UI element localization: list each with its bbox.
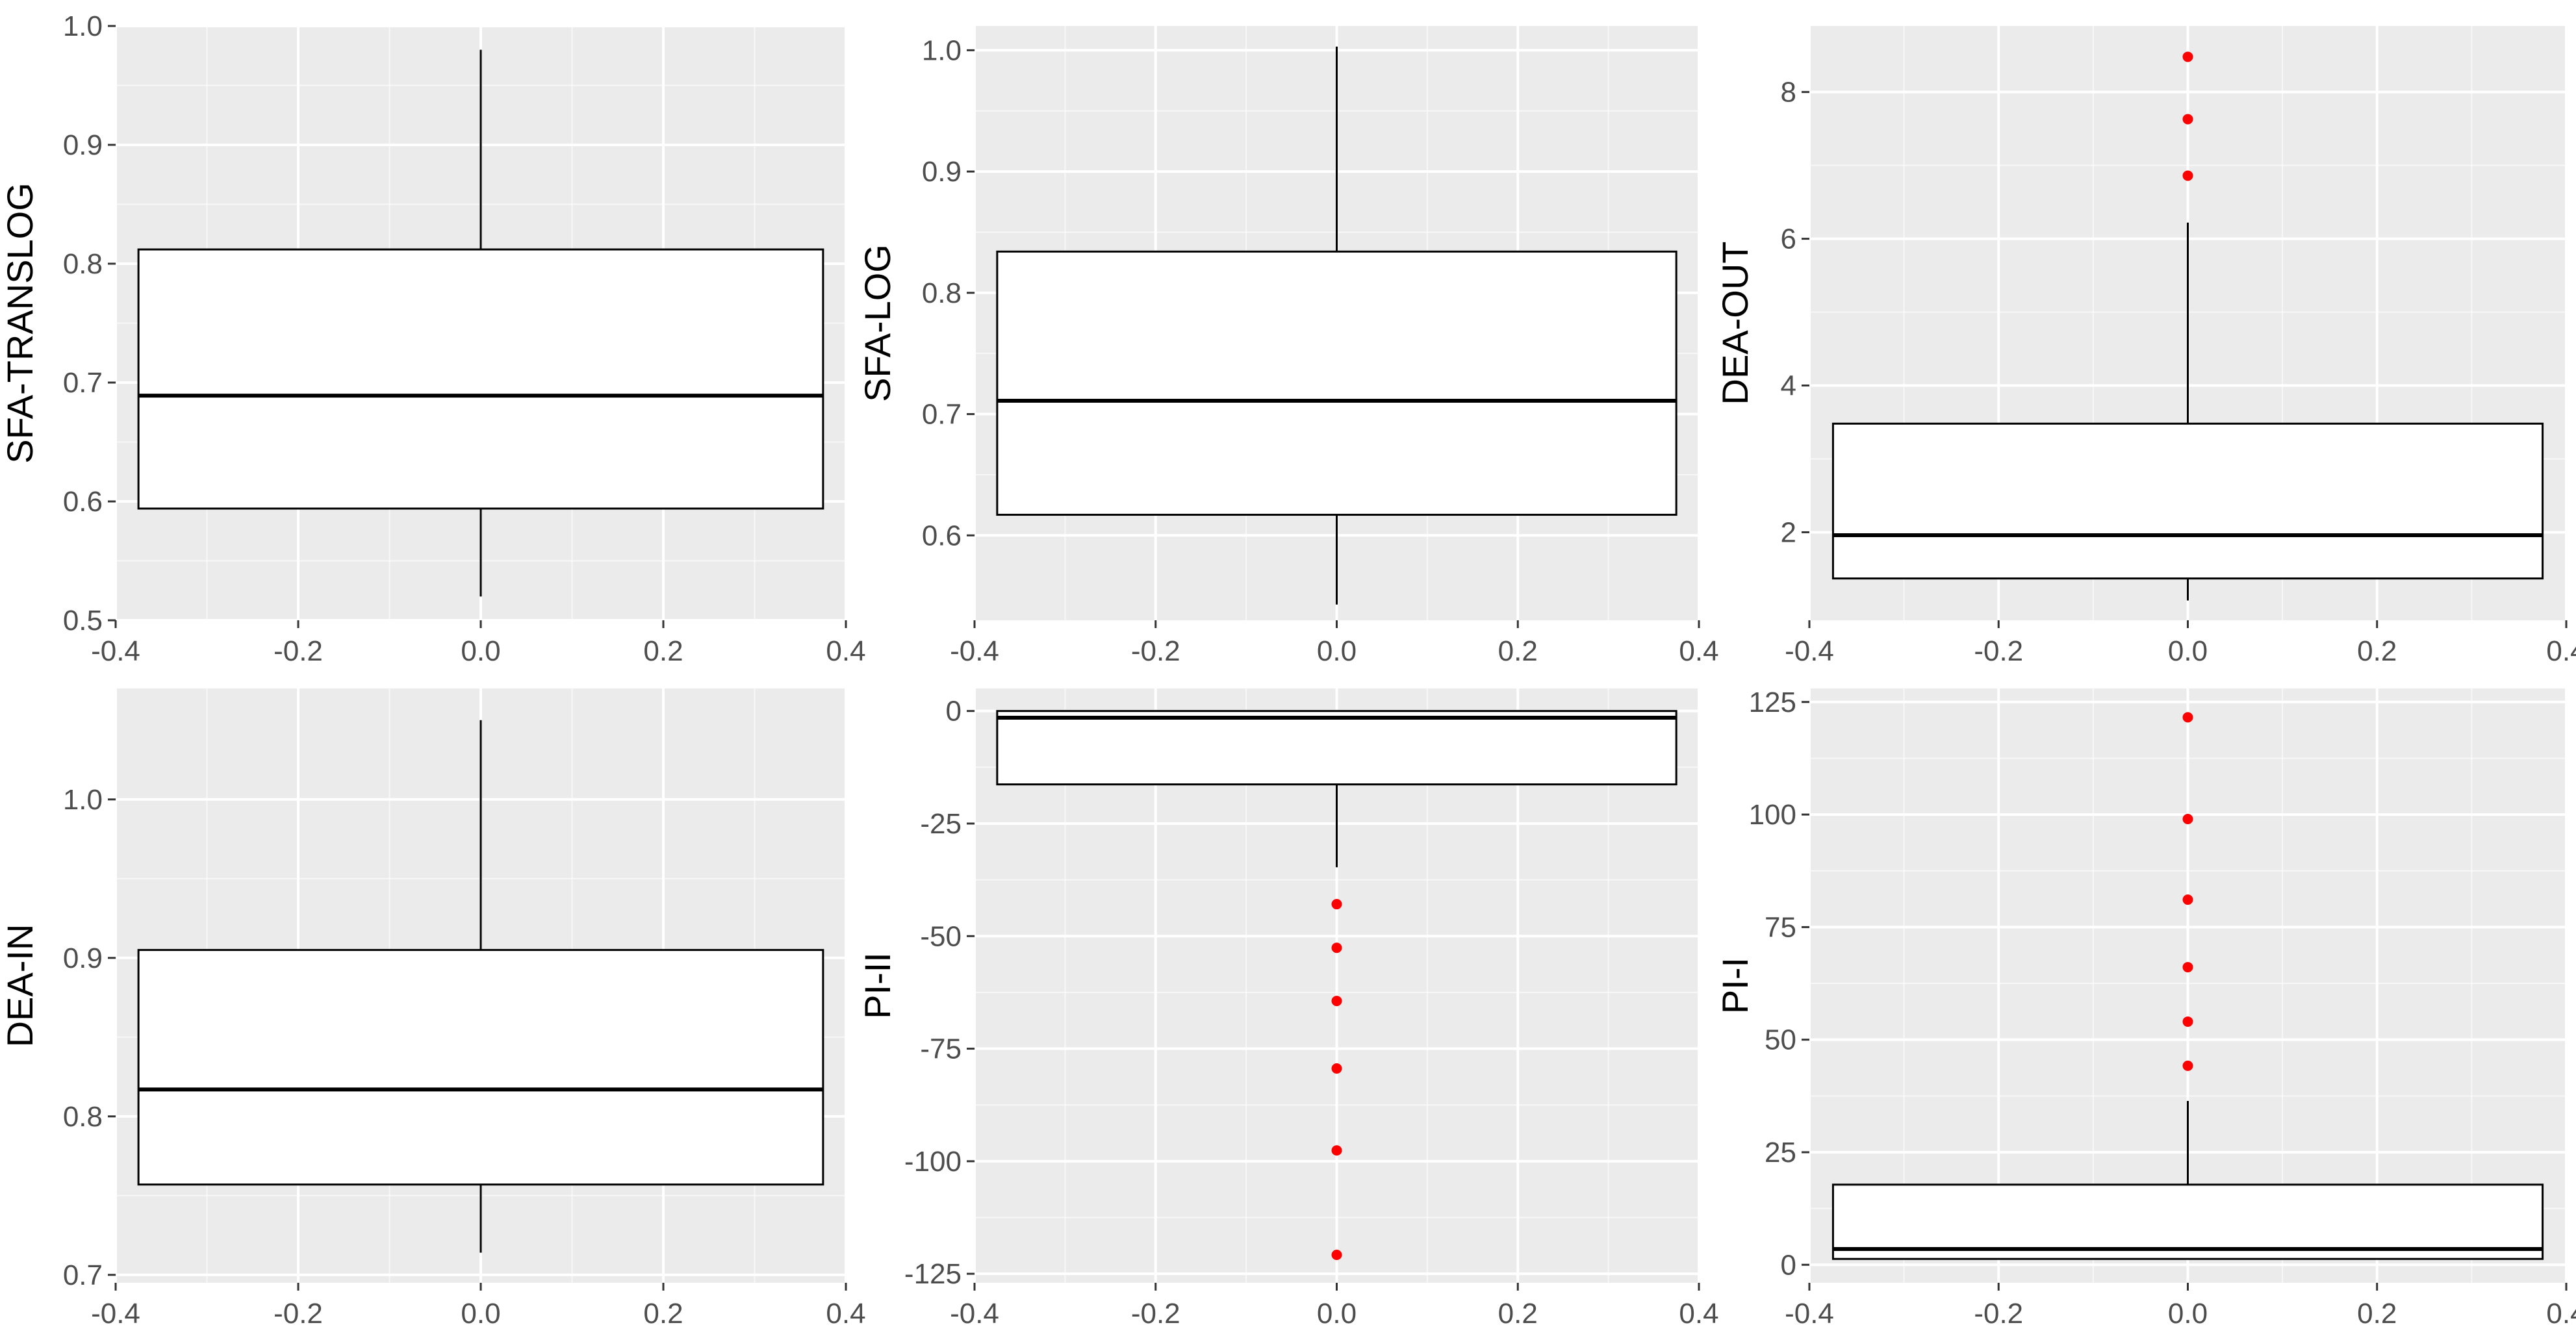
y-axis-title: PI-II (857, 952, 898, 1019)
x-tick-label: 0.2 (643, 635, 683, 667)
y-tick-label: 0.6 (63, 486, 103, 518)
y-tick-label: -75 (920, 1033, 962, 1065)
y-tick-label: 0 (946, 696, 962, 727)
y-tick-label: 0.8 (63, 1101, 103, 1133)
y-tick-label: 0.7 (63, 367, 103, 399)
x-tick-label: 0.2 (2357, 635, 2397, 667)
y-tick-label: -100 (904, 1146, 962, 1178)
y-tick-label: 8 (1781, 77, 1796, 108)
y-axis-title: PI-I (1715, 957, 1755, 1014)
x-tick-label: -0.2 (1131, 635, 1180, 667)
y-tick-label: 0.6 (922, 520, 962, 551)
outlier-point (2182, 1060, 2193, 1071)
outlier-point (1331, 1063, 1342, 1074)
x-tick-label: 0.4 (826, 1298, 865, 1330)
y-tick-label: 125 (1749, 687, 1796, 718)
y-tick-label: 1.0 (922, 34, 962, 66)
x-tick-label: -0.4 (950, 1298, 999, 1330)
y-tick-label: 0.5 (63, 605, 103, 637)
x-tick-label: -0.4 (91, 635, 140, 667)
y-tick-label: 50 (1765, 1024, 1796, 1056)
x-tick-label: 0.2 (643, 1298, 683, 1330)
y-tick-label: 4 (1781, 370, 1796, 402)
x-tick-label: 0.4 (2546, 635, 2576, 667)
x-tick-label: -0.2 (274, 1298, 323, 1330)
y-tick-label: 6 (1781, 223, 1796, 255)
x-tick-label: -0.4 (1785, 1298, 1834, 1330)
box-iqr (1831, 422, 2544, 580)
box-iqr (137, 949, 824, 1186)
y-tick-label: -25 (920, 808, 962, 840)
x-tick-label: -0.2 (1974, 635, 2023, 667)
y-tick-label: 100 (1749, 799, 1796, 831)
x-tick-label: 0.0 (461, 635, 500, 667)
y-tick-label: 0.9 (922, 156, 962, 188)
y-axis-title: DEA-OUT (1715, 242, 1755, 405)
x-tick-label: 0.0 (1317, 1298, 1357, 1330)
outlier-point (1331, 942, 1342, 953)
boxplot-panel: -0.4 -0.2 0.0 0.2 0.4 0.5 0.6 0.7 0.8 0.9 1.0 SFA-T… (0, 10, 866, 667)
x-tick-label: 0.0 (461, 1298, 500, 1330)
outlier-point (2182, 894, 2193, 905)
y-tick-label: 1.0 (63, 784, 103, 816)
y-tick-label: 1.0 (63, 10, 103, 42)
outlier-point (2182, 51, 2193, 62)
boxplot-panel: -0.4 -0.2 0.0 0.2 0.4 0 -25 -50 -75 -100 -125 PI-II (857, 688, 1719, 1330)
box-iqr (996, 250, 1677, 516)
x-tick-label: -0.2 (1131, 1298, 1180, 1330)
box-iqr (996, 710, 1677, 786)
y-tick-label: 0.8 (922, 277, 962, 309)
x-tick-label: -0.4 (1785, 635, 1834, 667)
outlier-point (2182, 962, 2193, 973)
x-tick-label: 0.2 (2357, 1298, 2397, 1330)
y-tick-label: 0.8 (63, 248, 103, 280)
x-tick-label: 0.4 (2546, 1298, 2576, 1330)
y-tick-label: 25 (1765, 1137, 1796, 1168)
y-tick-label: 0.9 (63, 942, 103, 974)
x-tick-label: 0.2 (1498, 635, 1538, 667)
outlier-point (1331, 1250, 1342, 1261)
x-tick-label: -0.2 (1974, 1298, 2023, 1330)
x-tick-label: 0.4 (1679, 1298, 1718, 1330)
x-tick-label: 0.0 (1317, 635, 1357, 667)
y-tick-label: -125 (904, 1258, 962, 1290)
box-iqr (137, 248, 824, 510)
x-tick-label: 0.4 (826, 635, 865, 667)
x-tick-label: -0.4 (950, 635, 999, 667)
y-tick-label: 0.7 (922, 399, 962, 431)
x-tick-label: 0.0 (2168, 635, 2208, 667)
y-tick-label: 0.9 (63, 129, 103, 161)
y-tick-label: 2 (1781, 516, 1796, 548)
box-iqr (1831, 1183, 2544, 1260)
boxplot-panel: -0.4 -0.2 0.0 0.2 0.4 2 4 6 8 DEA-OUT (1715, 26, 2576, 667)
outlier-point (1331, 996, 1342, 1007)
x-tick-label: -0.2 (274, 635, 323, 667)
outlier-point (2182, 712, 2193, 723)
boxplot-panel: -0.4 -0.2 0.0 0.2 0.4 0.6 0.7 0.8 0.9 1.0 SFA-LOG (857, 26, 1719, 667)
outlier-point (2182, 814, 2193, 825)
outlier-point (2182, 170, 2193, 181)
x-tick-label: 0.4 (1679, 635, 1718, 667)
outlier-point (2182, 1016, 2193, 1027)
x-tick-label: -0.4 (91, 1298, 140, 1330)
y-tick-label: 0 (1781, 1249, 1796, 1281)
y-axis-title: SFA-TRANSLOG (0, 183, 40, 464)
y-tick-label: 75 (1765, 911, 1796, 943)
outlier-point (2182, 114, 2193, 125)
y-axis-title: SFA-LOG (857, 244, 898, 402)
y-axis-title: DEA-IN (0, 924, 40, 1048)
boxplot-panel: -0.4 -0.2 0.0 0.2 0.4 0 25 50 75 100 125 PI-I (1715, 687, 2576, 1330)
outlier-point (1331, 1145, 1342, 1156)
outlier-point (1331, 899, 1342, 910)
x-tick-label: 0.0 (2168, 1298, 2208, 1330)
boxplot-panel: -0.4 -0.2 0.0 0.2 0.4 0.7 0.8 0.9 1.0 DEA-IN (0, 688, 866, 1330)
y-tick-label: -50 (920, 920, 962, 952)
y-tick-label: 0.7 (63, 1259, 103, 1291)
x-tick-label: 0.2 (1498, 1298, 1538, 1330)
